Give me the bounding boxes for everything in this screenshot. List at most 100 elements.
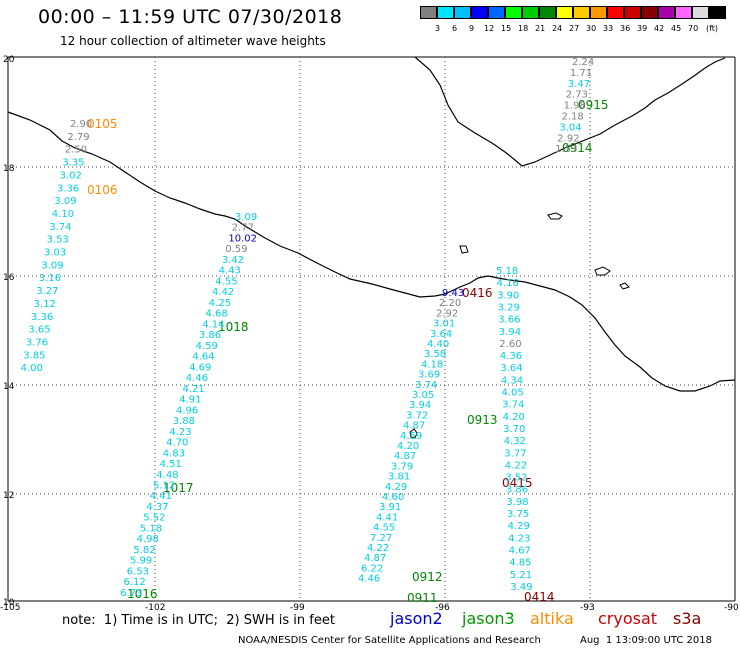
satellite-s3a: s3a (673, 609, 702, 628)
wave-height-value: 3.02 (60, 170, 82, 181)
wave-height-value: 3.29 (498, 302, 520, 313)
legend-label: 36 (620, 24, 631, 33)
wave-height-value: 3.70 (503, 424, 525, 435)
wave-height-value: 4.59 (196, 341, 218, 352)
pass-time-0106: 0106 (87, 183, 118, 197)
wave-height-value: 4.22 (505, 460, 527, 471)
wave-height-value: 5.21 (510, 570, 532, 581)
wave-height-value: 4.36 (500, 351, 522, 362)
legend-swatch (624, 6, 641, 19)
wave-height-value: 4.46 (358, 574, 380, 585)
wave-height-value: 4.41 (376, 512, 398, 523)
wave-height-value: 3.69 (418, 370, 440, 381)
wave-height-value: 5.12 (153, 481, 175, 492)
wave-height-value: 4.98 (137, 534, 159, 545)
pass-time-0914: 0914 (562, 141, 593, 155)
wave-height-value: 3.72 (406, 410, 428, 421)
wave-height-value: 2.24 (572, 57, 594, 68)
wave-height-value: 1.98 (564, 101, 586, 112)
legend-swatch (471, 6, 488, 19)
wave-height-value: 4.69 (189, 362, 211, 373)
wave-height-value: 4.14 (202, 319, 224, 330)
wave-height-value: 3.90 (497, 290, 519, 301)
coastline-gulf (414, 56, 726, 167)
wave-height-value: 1.71 (570, 68, 592, 79)
wave-height-value: 4.87 (403, 421, 425, 432)
lon-label: -99 (290, 603, 305, 613)
wave-height-value: 4.34 (501, 375, 523, 386)
lat-label: 20 (3, 55, 15, 65)
wave-height-value: 4.87 (394, 451, 416, 462)
wave-height-value: 2.18 (562, 112, 584, 123)
wave-height-value: 3.09 (41, 260, 63, 271)
footer-updated: Aug 1 13:09:00 UTC 2018 (580, 635, 712, 646)
wave-height-value: 3.04 (559, 122, 581, 133)
wave-height-value: 4.55 (215, 276, 237, 287)
wave-height-value: 3.75 (507, 509, 529, 520)
wave-height-value: 3.16 (39, 273, 61, 284)
wave-height-value: 4.18 (421, 359, 443, 370)
legend-label: 18 (518, 24, 529, 33)
legend-swatch (692, 6, 709, 19)
legend-label: 15 (501, 24, 512, 33)
wave-height-value: 3.65 (28, 325, 50, 336)
legend-swatch (522, 6, 539, 19)
wave-height-value: 3.79 (391, 461, 413, 472)
island-3 (594, 266, 611, 276)
wave-height-value: 3.76 (26, 337, 48, 348)
wave-height-value: 4.51 (160, 459, 182, 470)
wave-height-value: 3.74 (415, 380, 437, 391)
wave-height-value: 3.27 (36, 286, 58, 297)
legend-label: 33 (603, 24, 614, 33)
coastline-pacific (7, 111, 736, 392)
legend-swatch (454, 6, 471, 19)
wave-height-value: 2.90 (70, 119, 92, 130)
legend-label: 9 (469, 24, 475, 33)
wave-height-value: 4.29 (385, 482, 407, 493)
wave-height-value: 3.77 (504, 448, 526, 459)
wave-height-value: 6.73 (120, 588, 142, 599)
wave-height-value: 4.40 (427, 339, 449, 350)
wave-height-value: 3.36 (57, 183, 79, 194)
wave-height-readings: 2.90 2.79 2.50 3.353.02 3.36 3.09 4.10 3.74 3.53… (21, 57, 595, 599)
wave-height-value: 4.25 (209, 298, 231, 309)
wave-height-value: 4.37 (146, 502, 168, 513)
wave-height-value: 4.67 (509, 546, 531, 557)
wave-height-value: 2.77 (232, 223, 254, 234)
wave-height-value: 4.22 (367, 543, 389, 554)
lat-label: 16 (3, 273, 15, 283)
lon-label: -105 (0, 603, 20, 613)
wave-height-value: 4.43 (219, 266, 241, 277)
pass-time-1018: 1018 (218, 320, 249, 334)
lat-label: 12 (3, 491, 14, 501)
wave-height-value: 3.66 (498, 315, 520, 326)
satellite-jason2: jason2 (390, 609, 443, 628)
wave-height-value: 4.83 (163, 448, 185, 459)
wave-height-value: 4.96 (176, 405, 198, 416)
legend-unit: (ft) (706, 24, 719, 33)
wave-height-value: 3.64 (430, 329, 452, 340)
lat-label: 14 (3, 382, 15, 392)
wave-height-value: 3.12 (34, 299, 56, 310)
wave-height-value: 3.74 (502, 400, 524, 411)
wave-height-value: 3.42 (222, 255, 244, 266)
legend-swatch (505, 6, 522, 19)
wave-height-value: 4.05 (502, 388, 524, 399)
legend-swatch (658, 6, 675, 19)
wave-height-value: 3.03 (44, 248, 66, 259)
legend-swatch (675, 6, 692, 19)
legend-swatch (556, 6, 573, 19)
wave-height-value: 2.50 (65, 145, 87, 156)
wave-height-value: 5.18 (496, 266, 518, 277)
satellite-cryosat: cryosat (598, 609, 658, 628)
wave-height-value: 4.91 (179, 395, 201, 406)
wave-height-value: 4.85 (509, 558, 531, 569)
legend-swatch (641, 6, 658, 19)
wave-height-value: 5.52 (143, 513, 165, 524)
wave-height-value: 3.94 (499, 327, 521, 338)
wave-height-value: 3.09 (54, 196, 76, 207)
wave-height-value: 3.86 (506, 485, 528, 496)
wave-height-value: 2.73 (566, 90, 588, 101)
wave-height-value: 0.59 (225, 244, 247, 255)
